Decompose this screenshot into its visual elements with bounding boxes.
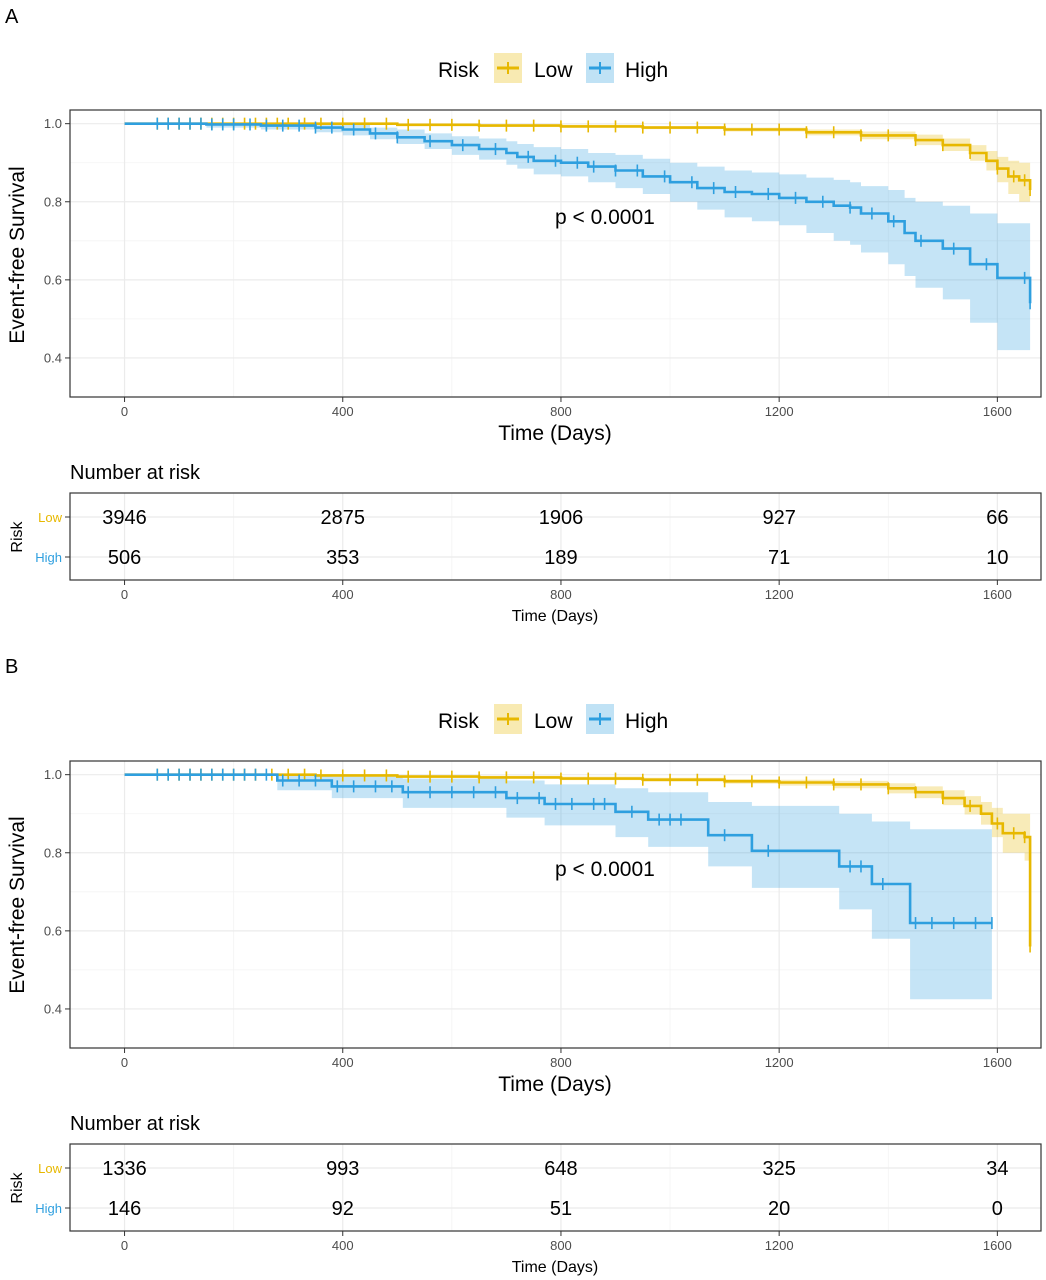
x-tick-label: 0 <box>121 1055 128 1070</box>
x-tick-label: 400 <box>332 1055 354 1070</box>
risk-count: 353 <box>326 547 359 569</box>
x-tick-label: 800 <box>550 404 572 419</box>
risk-count: 34 <box>986 1158 1008 1180</box>
y-tick-label: 0.6 <box>44 923 62 938</box>
risk-count: 71 <box>768 547 790 569</box>
risk-row-label-low: Low <box>38 510 62 525</box>
legend-label-low: Low <box>534 59 573 82</box>
risk-count: 2875 <box>321 507 366 529</box>
legend-title: Risk <box>438 59 479 82</box>
risk-count: 92 <box>332 1198 354 1220</box>
risk-count: 927 <box>762 507 795 529</box>
risk-row-label-high: High <box>35 1201 62 1216</box>
risk-table-y-label: Risk <box>9 1171 26 1203</box>
legend-label-high: High <box>625 710 668 733</box>
x-tick-label: 800 <box>550 1238 572 1253</box>
risk-count: 506 <box>108 547 141 569</box>
x-tick-label: 1600 <box>983 1238 1012 1253</box>
confidence-band-high <box>124 123 1031 364</box>
x-tick-label: 1200 <box>765 587 794 602</box>
p-value-annotation: p < 0.0001 <box>555 206 655 229</box>
survival-plot: 0 400 800 1200 1600 0.4 0.6 0.8 1.0 <box>44 760 1042 1070</box>
y-axis-label: Event-free Survival <box>6 166 29 343</box>
x-axis-label: Time (Days) <box>498 422 612 445</box>
confidence-band-high <box>124 774 992 1000</box>
risk-table-x-label: Time (Days) <box>512 608 599 625</box>
risk-count: 1336 <box>102 1158 147 1180</box>
risk-count: 648 <box>544 1158 577 1180</box>
risk-count: 10 <box>986 547 1008 569</box>
x-tick-label: 800 <box>550 587 572 602</box>
y-tick-label: 0.4 <box>44 1001 62 1016</box>
y-tick-label: 1.0 <box>44 767 62 782</box>
legend: Risk Low High <box>438 704 668 734</box>
plot-frame <box>69 109 1042 398</box>
y-tick-label: 0.8 <box>44 194 62 209</box>
censor-marks-high <box>156 117 1031 310</box>
x-tick-label: 400 <box>332 404 354 419</box>
y-tick-label: 1.0 <box>44 116 62 131</box>
risk-table-title: Number at risk <box>70 462 201 484</box>
risk-count: 146 <box>108 1198 141 1220</box>
panel-label: A <box>5 6 19 28</box>
x-tick-label: 1600 <box>983 1055 1012 1070</box>
risk-count: 20 <box>768 1198 790 1220</box>
risk-count: 0 <box>992 1198 1003 1220</box>
p-value-annotation: p < 0.0001 <box>555 858 655 881</box>
survival-plot: 0 400 800 1200 1600 0.4 0.6 0.8 1.0 <box>44 109 1042 419</box>
plot-frame <box>69 760 1042 1049</box>
x-tick-label: 1200 <box>765 1238 794 1253</box>
panel-a: A Risk Low High 0 400 800 1200 1600 0.4 0.6 0.8… <box>5 6 1042 625</box>
panel-label: B <box>5 656 18 678</box>
risk-table-frame <box>69 1143 1042 1232</box>
y-tick-label: 0.6 <box>44 272 62 287</box>
risk-count: 325 <box>762 1158 795 1180</box>
panel-b: B Risk Low High 0 400 800 1200 1600 0.4 0.6 0.8… <box>5 656 1042 1276</box>
legend-label-low: Low <box>534 710 573 733</box>
y-axis-label: Event-free Survival <box>6 816 29 993</box>
legend: Risk Low High <box>438 53 668 83</box>
x-tick-label: 1600 <box>983 404 1012 419</box>
risk-count: 993 <box>326 1158 359 1180</box>
risk-count: 66 <box>986 507 1008 529</box>
risk-row-label-high: High <box>35 550 62 565</box>
legend-label-high: High <box>625 59 668 82</box>
x-tick-label: 0 <box>121 1238 128 1253</box>
x-tick-label: 0 <box>121 587 128 602</box>
risk-table: Low 3946 2875 1906 927 66 High 506 353 189 71 10 0 40… <box>35 492 1042 602</box>
x-tick-label: 1200 <box>765 404 794 419</box>
x-tick-label: 1200 <box>765 1055 794 1070</box>
risk-table-y-label: Risk <box>9 520 26 552</box>
risk-count: 51 <box>550 1198 572 1220</box>
x-tick-label: 400 <box>332 587 354 602</box>
y-tick-label: 0.8 <box>44 845 62 860</box>
risk-table-x-label: Time (Days) <box>512 1259 599 1276</box>
y-tick-label: 0.4 <box>44 350 62 365</box>
censor-marks-high <box>156 768 993 930</box>
risk-table-frame <box>69 492 1042 581</box>
risk-row-label-low: Low <box>38 1161 62 1176</box>
survival-curve-high <box>124 122 1032 304</box>
risk-count: 189 <box>544 547 577 569</box>
x-tick-label: 800 <box>550 1055 572 1070</box>
risk-count: 3946 <box>102 507 147 529</box>
legend-title: Risk <box>438 710 479 733</box>
risk-count: 1906 <box>539 507 584 529</box>
risk-table-title: Number at risk <box>70 1113 201 1135</box>
x-tick-label: 400 <box>332 1238 354 1253</box>
x-axis-label: Time (Days) <box>498 1073 612 1096</box>
risk-table: Low 1336 993 648 325 34 High 146 92 51 20 0 0 400 800 1… <box>35 1143 1042 1253</box>
x-tick-label: 1600 <box>983 587 1012 602</box>
x-tick-label: 0 <box>121 404 128 419</box>
